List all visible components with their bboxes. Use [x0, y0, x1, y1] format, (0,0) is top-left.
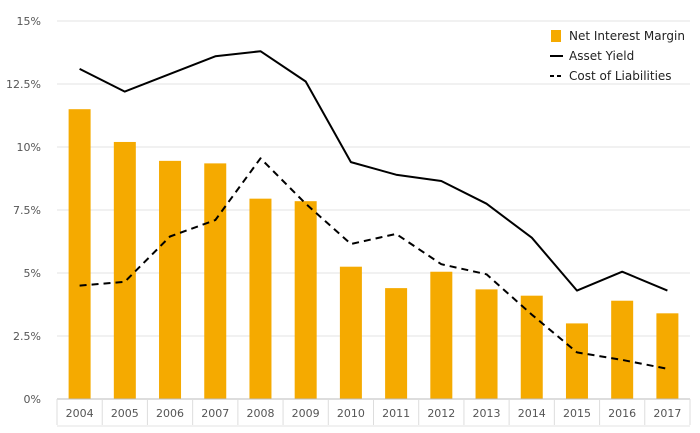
- bar: [385, 288, 408, 399]
- y-tick-label: 0%: [24, 393, 41, 406]
- x-tick-label: 2006: [156, 407, 184, 420]
- x-tick-label: 2011: [382, 407, 410, 420]
- y-tick-label: 10%: [17, 141, 41, 154]
- x-tick-label: 2015: [563, 407, 591, 420]
- bar: [611, 300, 634, 399]
- x-tick-label: 2009: [292, 407, 320, 420]
- x-tick-label: 2017: [653, 407, 681, 420]
- y-tick-label: 5%: [24, 267, 41, 280]
- x-tick-label: 2010: [337, 407, 365, 420]
- bar: [565, 323, 588, 399]
- x-tick-label: 2004: [66, 407, 94, 420]
- cost-of-liabilities-line: [79, 157, 668, 370]
- x-tick-label: 2013: [473, 407, 501, 420]
- bar: [430, 271, 453, 399]
- bar: [204, 163, 227, 399]
- y-tick-label: 12.5%: [6, 78, 41, 91]
- legend-item: Asset Yield: [550, 49, 634, 63]
- legend-item: Net Interest Margin: [551, 29, 685, 43]
- line-series: [79, 50, 668, 370]
- bar-series: [68, 109, 679, 399]
- bar: [159, 160, 182, 399]
- legend: Net Interest Margin Asset Yield Cost of Li…: [550, 29, 685, 83]
- legend-label: Net Interest Margin: [569, 29, 685, 43]
- bar: [113, 141, 136, 399]
- bar: [249, 198, 272, 399]
- x-tick-label: 2005: [111, 407, 139, 420]
- bar: [475, 289, 498, 399]
- x-tick-label: 2012: [427, 407, 455, 420]
- x-tick-label: 2014: [518, 407, 546, 420]
- y-axis: 0% 2.5% 5% 7.5% 10% 12.5% 15%: [6, 15, 41, 406]
- bar: [656, 313, 679, 399]
- bar: [520, 295, 543, 399]
- legend-label: Asset Yield: [569, 49, 634, 63]
- legend-swatch-bar: [551, 30, 561, 42]
- y-tick-label: 7.5%: [13, 204, 41, 217]
- y-tick-label: 2.5%: [13, 330, 41, 343]
- bar: [68, 109, 91, 399]
- x-tick-label: 2016: [608, 407, 636, 420]
- legend-label: Cost of Liabilities: [569, 69, 672, 83]
- x-axis: 2004 2005 2006 2007 2008 2009 2010 2011 2012 2013…: [56, 398, 691, 427]
- y-tick-label: 15%: [17, 15, 41, 28]
- bar: [294, 201, 317, 399]
- x-tick-label: 2007: [201, 407, 229, 420]
- asset-yield-line: [79, 50, 668, 292]
- x-tick-label: 2008: [246, 407, 274, 420]
- legend-item: Cost of Liabilities: [550, 69, 672, 83]
- bar: [339, 266, 362, 399]
